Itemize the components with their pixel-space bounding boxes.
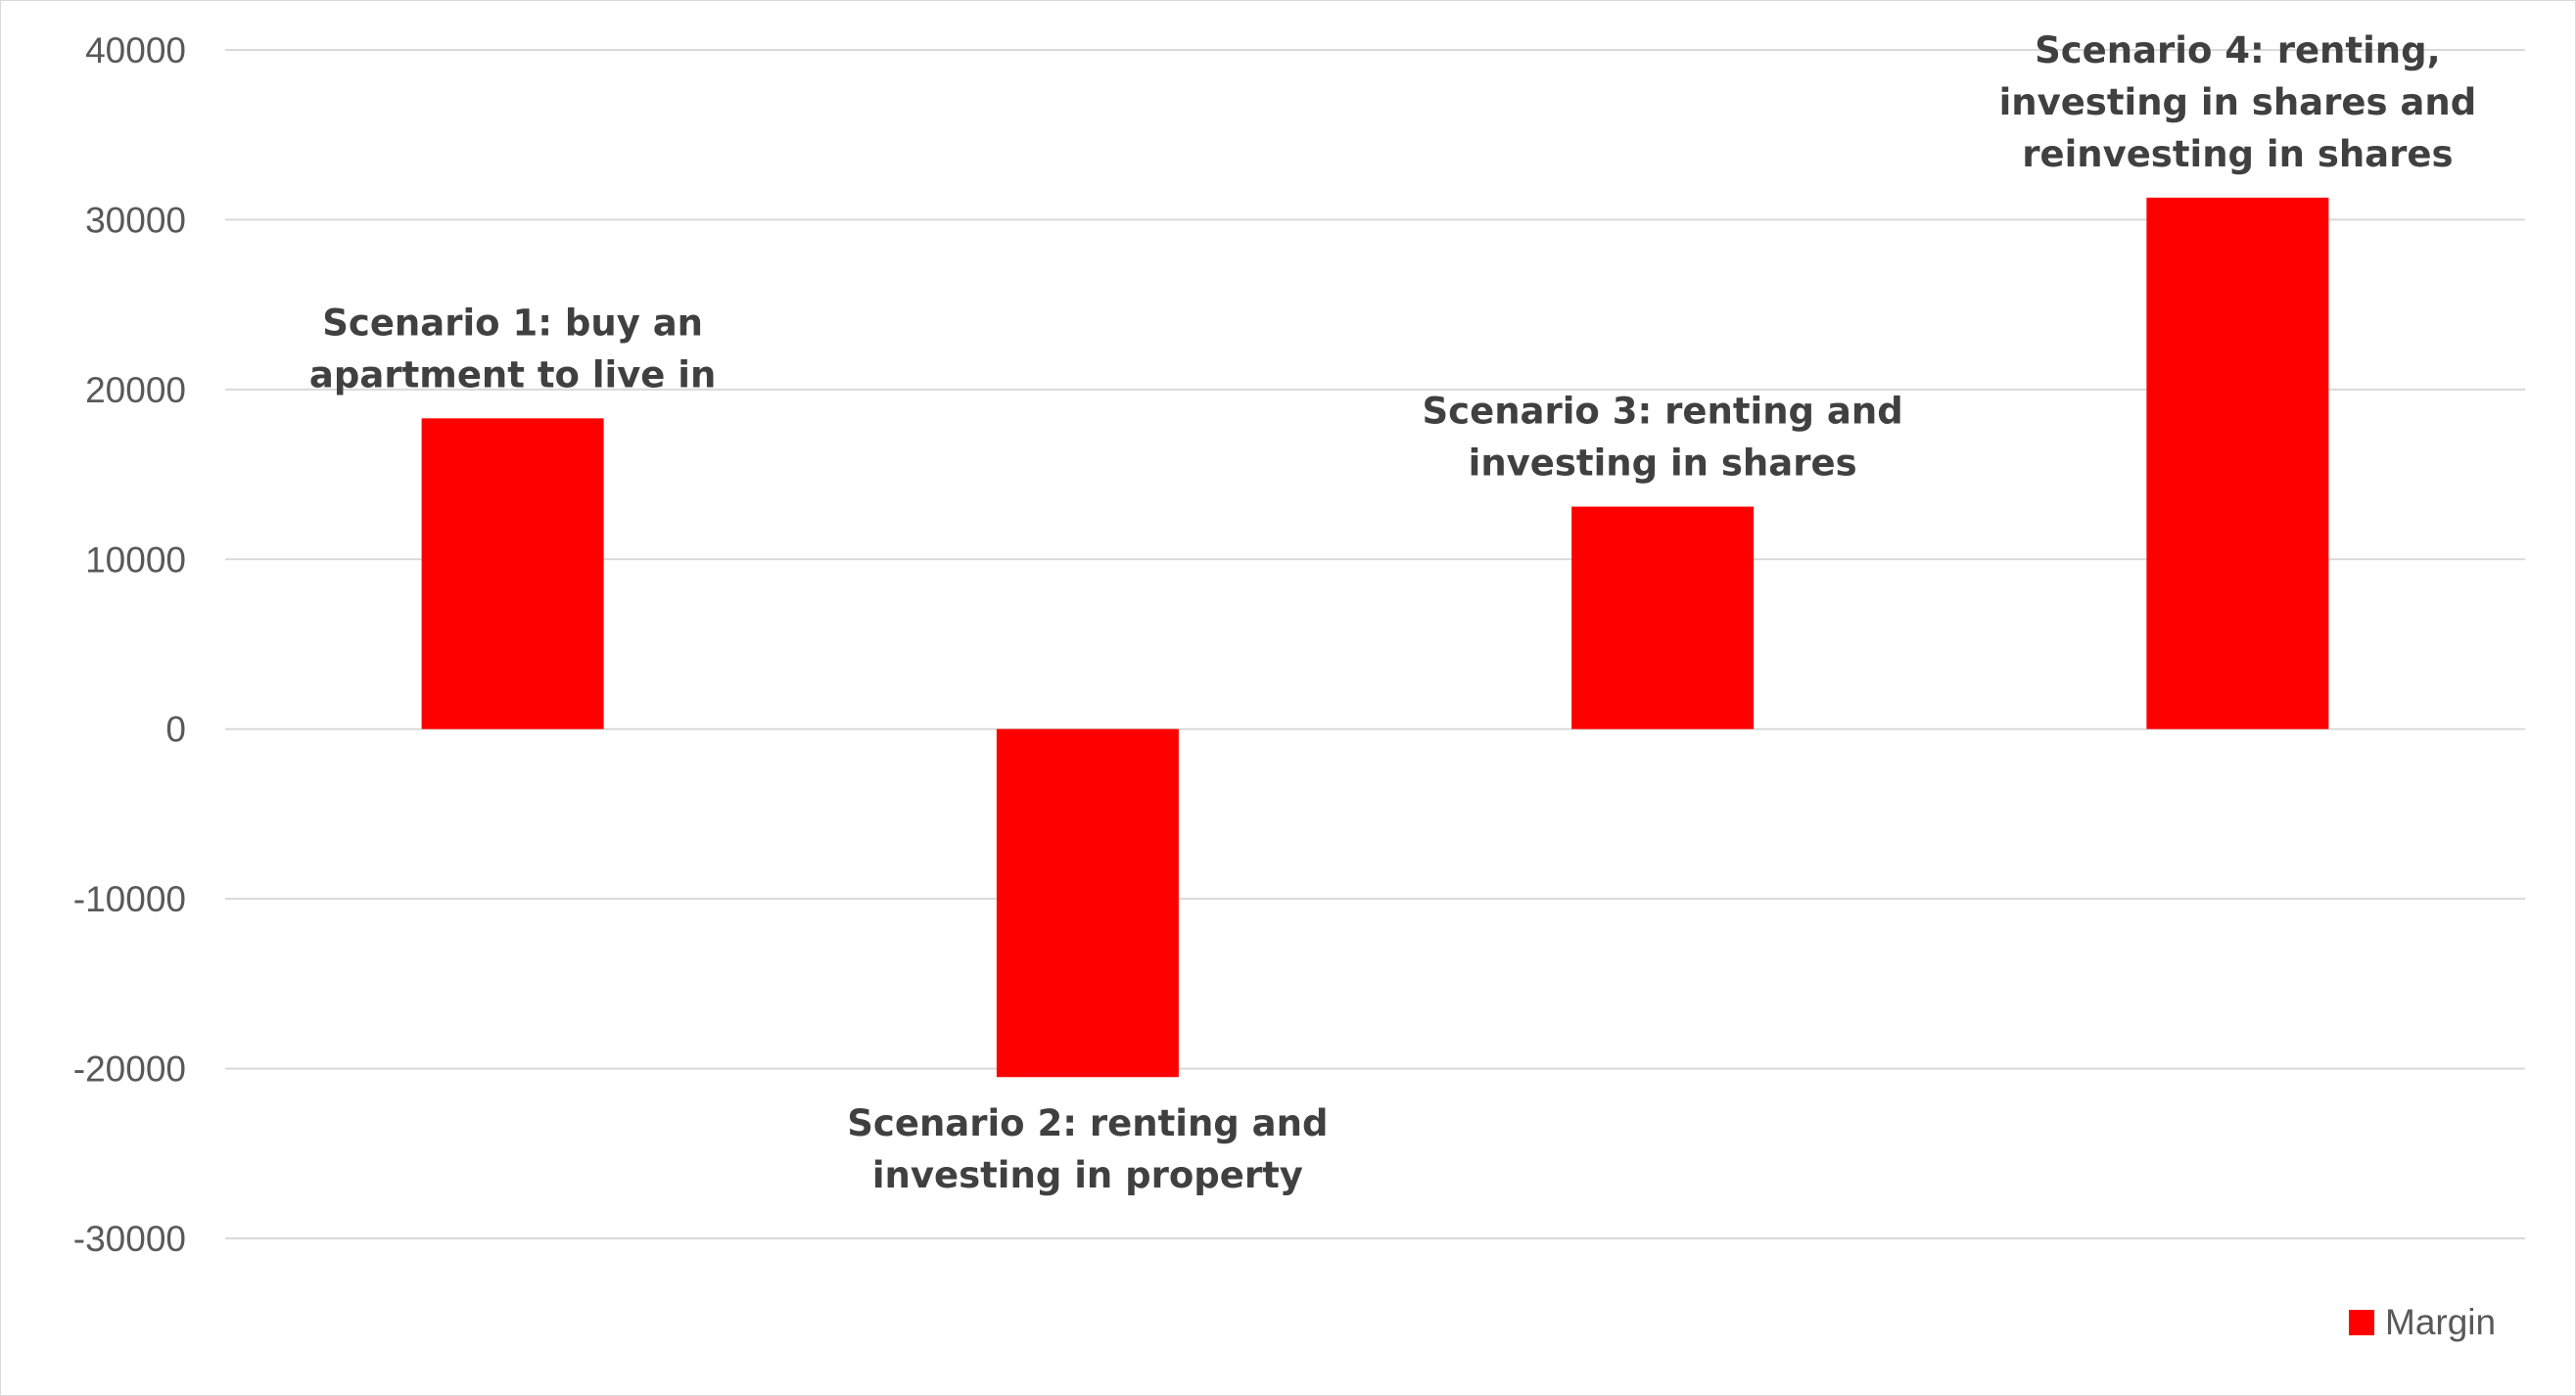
bar-label-scenario-1: apartment to live in: [309, 353, 716, 396]
bar-label-scenario-4: Scenario 4: renting,: [2035, 29, 2441, 71]
y-tick-label: 10000: [85, 539, 186, 580]
y-tick-label: 30000: [85, 200, 186, 240]
legend: Margin: [2349, 1302, 2496, 1342]
bar-scenario-4: [2146, 197, 2329, 729]
y-tick-label: -10000: [73, 879, 186, 919]
y-axis-tick-labels: 40000 30000 20000 10000 0 -10000 -20000 -30000: [73, 30, 186, 1259]
legend-label-margin: Margin: [2385, 1302, 2496, 1342]
gridlines: [225, 49, 2525, 1239]
bars: [421, 197, 2329, 1078]
legend-swatch-margin: [2349, 1310, 2374, 1335]
bar-label-scenario-4: investing in shares and: [1999, 81, 2477, 123]
bar-label-scenario-1: Scenario 1: buy an: [322, 302, 703, 344]
bar-scenario-3: [1571, 506, 1755, 729]
y-tick-label: -20000: [73, 1049, 186, 1090]
y-tick-label: 40000: [85, 30, 186, 70]
y-tick-label: -30000: [73, 1219, 186, 1259]
bar-scenario-2: [996, 728, 1179, 1078]
bar-label-scenario-2: investing in property: [872, 1154, 1303, 1196]
bar-label-scenario-2: Scenario 2: renting and: [847, 1102, 1328, 1144]
bar-scenario-1: [421, 418, 604, 729]
y-tick-label: 20000: [85, 370, 186, 410]
bar-label-scenario-4: reinvesting in shares: [2022, 133, 2453, 175]
bar-labels: Scenario 1: buy an apartment to live in Sc…: [309, 29, 2476, 1196]
bar-label-scenario-3: Scenario 3: renting and: [1423, 391, 1903, 433]
bar-label-scenario-3: investing in shares: [1469, 442, 1857, 485]
y-tick-label: 0: [165, 710, 186, 750]
